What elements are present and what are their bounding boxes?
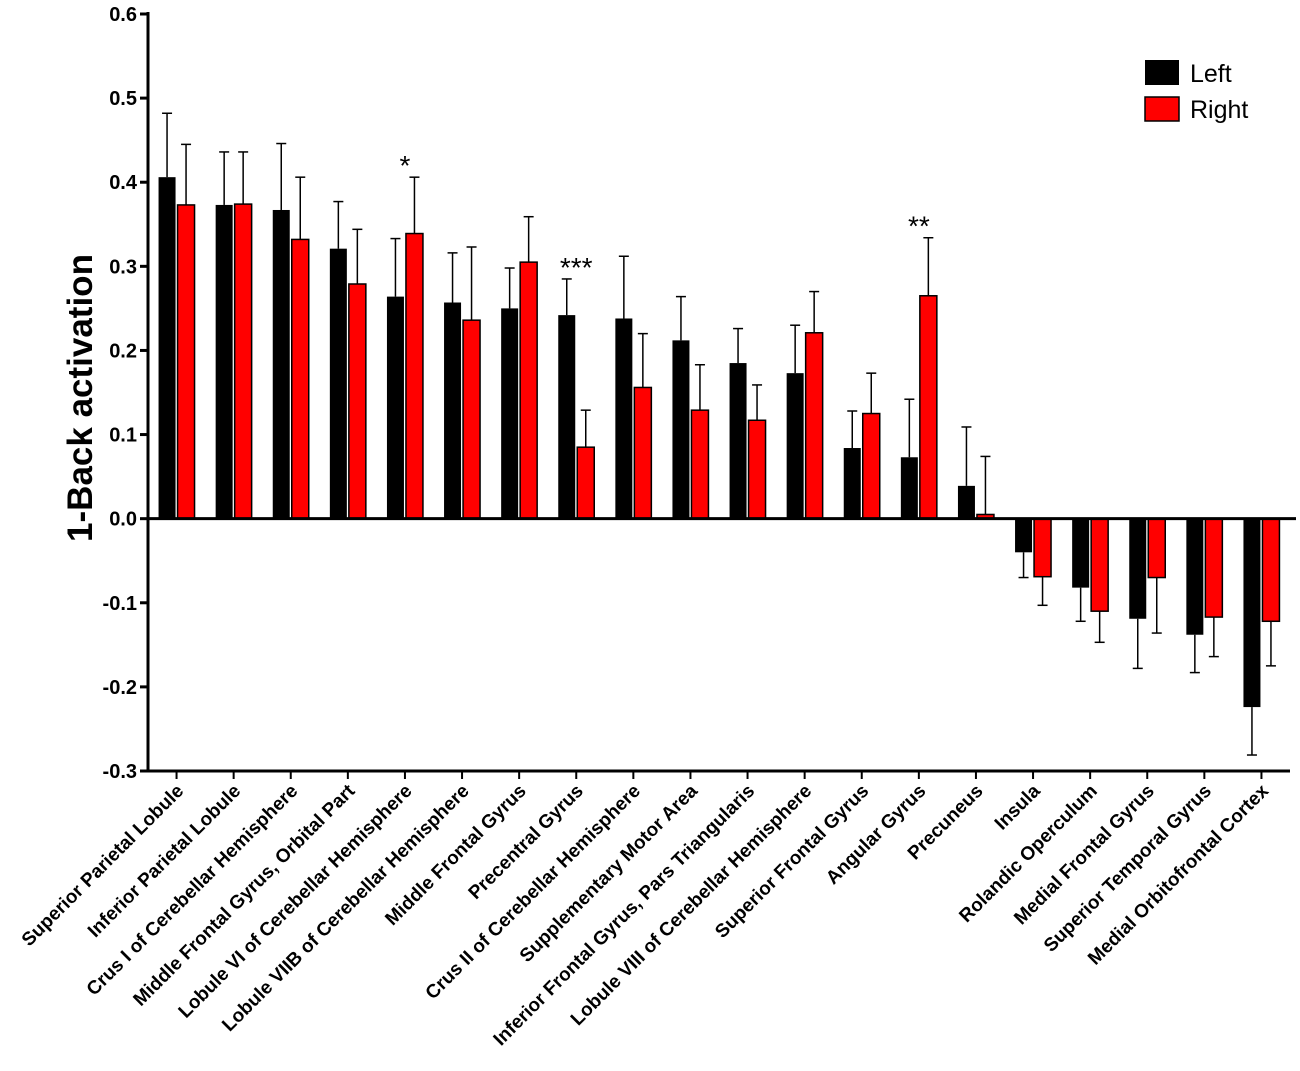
bar-left — [672, 340, 690, 519]
significance-marker: ** — [908, 211, 930, 242]
x-tick-label: Angular Gyrus — [822, 781, 930, 889]
bar-right — [1033, 517, 1052, 578]
bar-right — [862, 412, 881, 520]
bar-left — [957, 485, 975, 519]
bar-left — [272, 209, 290, 519]
y-tick-label: 0.3 — [109, 256, 137, 278]
legend-label-right: Right — [1190, 96, 1248, 124]
bar-left — [1015, 518, 1033, 553]
axes — [140, 12, 1296, 779]
bar-right — [633, 386, 653, 520]
bar-left — [501, 308, 519, 519]
bar-left — [329, 248, 347, 519]
bar-right — [519, 261, 538, 520]
significance-marker: *** — [560, 252, 593, 283]
x-tick-label: Inferior Frontal Gyrus, Pars Triangulari… — [490, 781, 759, 1050]
y-tick-label: -0.2 — [103, 677, 137, 699]
y-tick-label: 0.6 — [109, 4, 137, 26]
bar-left — [1129, 518, 1147, 619]
bar-left — [729, 363, 747, 519]
bar-right — [1261, 517, 1281, 623]
bar-left — [1072, 518, 1090, 588]
y-tick-label: 0.2 — [109, 340, 137, 362]
bar-right — [462, 319, 481, 520]
x-tick-label: Insula — [991, 780, 1045, 834]
bar-left — [843, 448, 861, 519]
bar-left — [900, 457, 918, 519]
bar-right — [405, 232, 424, 520]
legend: Left Right — [1144, 60, 1248, 124]
bar-right — [804, 332, 824, 520]
y-tick-label: -0.3 — [103, 761, 137, 783]
y-tick-label: 0.0 — [109, 509, 137, 531]
bar-left — [786, 373, 804, 519]
bar-left — [444, 302, 462, 519]
bar-right — [747, 419, 767, 520]
bar-right — [348, 283, 367, 520]
legend-swatch-left — [1145, 60, 1179, 85]
bar-left — [158, 177, 176, 519]
bar-right — [291, 238, 310, 520]
legend-swatch-right — [1144, 96, 1180, 122]
bar-right — [1090, 517, 1109, 612]
y-tick-label: 0.1 — [109, 425, 137, 447]
bar-right — [690, 409, 710, 520]
y-tick-label: -0.1 — [103, 593, 137, 615]
bar-right — [176, 204, 196, 520]
legend-label-left: Left — [1190, 60, 1232, 88]
bar-left — [615, 318, 633, 519]
bar-left — [386, 296, 404, 519]
bar-right — [1204, 517, 1224, 618]
bar-right — [233, 203, 253, 520]
y-tick-label: 0.5 — [109, 88, 137, 110]
significance-marker: * — [399, 150, 410, 181]
y-axis-label: 1-Back activation — [61, 254, 100, 542]
x-tick-label: Crus I of Cerebellar Hemisphere — [83, 781, 302, 1000]
bar-left — [1186, 518, 1204, 635]
error-bars — [162, 112, 1276, 756]
bars — [158, 177, 1281, 708]
bar-right — [919, 295, 938, 520]
bar-left — [558, 315, 576, 519]
significance-annotations: ****** — [399, 150, 929, 283]
bar-left — [1243, 518, 1261, 708]
bar-right — [1147, 517, 1166, 579]
y-tick-labels: -0.3 -0.2 -0.1 0.0 0.1 0.2 0.3 0.4 0.5 0.6 — [103, 4, 138, 783]
bar-left — [215, 204, 233, 519]
y-tick-label: 0.4 — [109, 172, 138, 194]
bar-right — [576, 446, 595, 520]
